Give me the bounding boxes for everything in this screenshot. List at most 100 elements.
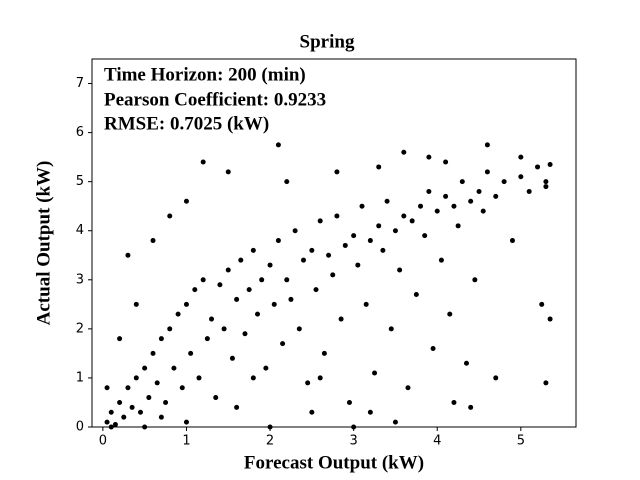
point — [376, 223, 382, 229]
axes-frame — [91, 58, 577, 428]
point — [367, 409, 373, 415]
point — [334, 213, 340, 219]
point — [142, 365, 148, 371]
point — [150, 350, 156, 356]
point — [183, 198, 189, 204]
point — [472, 277, 478, 283]
point — [309, 409, 315, 415]
point — [250, 375, 256, 381]
point — [367, 238, 373, 244]
point — [192, 287, 198, 293]
point — [204, 336, 210, 342]
point — [359, 203, 365, 209]
point — [292, 228, 298, 234]
point — [275, 142, 281, 148]
point — [547, 316, 553, 322]
point — [317, 375, 323, 381]
point — [125, 385, 131, 391]
point — [121, 414, 127, 420]
y-tick-label: 2 — [76, 321, 84, 336]
point — [238, 257, 244, 263]
point — [380, 247, 386, 253]
point — [221, 326, 227, 332]
y-axis-label: Actual Output (kW) — [33, 161, 54, 326]
x-tick-label: 2 — [266, 434, 274, 449]
point — [280, 341, 286, 347]
point — [455, 223, 461, 229]
point — [330, 272, 336, 278]
point — [117, 336, 123, 342]
x-tick-label: 0 — [99, 434, 107, 449]
annotation: RMSE: 0.7025 (kW) — [104, 113, 269, 134]
point — [167, 213, 173, 219]
point — [275, 238, 281, 244]
point — [183, 419, 189, 425]
point — [133, 301, 139, 307]
y-tick-label: 1 — [76, 370, 84, 385]
point — [129, 404, 135, 410]
point — [158, 414, 164, 420]
point — [443, 159, 449, 165]
point — [355, 262, 361, 268]
point — [443, 193, 449, 199]
point — [250, 247, 256, 253]
point — [372, 370, 378, 376]
point — [501, 179, 507, 185]
point — [133, 375, 139, 381]
point — [326, 252, 332, 258]
point — [271, 301, 277, 307]
point — [284, 179, 290, 185]
point — [213, 395, 219, 401]
point — [305, 380, 311, 386]
point — [334, 169, 340, 175]
point — [363, 301, 369, 307]
y-tick-label: 4 — [76, 223, 84, 238]
point — [242, 331, 248, 337]
point — [125, 252, 131, 258]
y-tick-label: 6 — [76, 125, 84, 140]
point — [255, 311, 261, 317]
point — [376, 164, 382, 170]
point — [117, 399, 123, 405]
point — [346, 399, 352, 405]
point — [342, 242, 348, 248]
annotation: Time Horizon: 200 (min) — [104, 64, 306, 85]
point — [426, 154, 432, 160]
point — [163, 399, 169, 405]
point — [146, 395, 152, 401]
point — [451, 203, 457, 209]
point — [384, 198, 390, 204]
point — [447, 311, 453, 317]
point — [476, 188, 482, 194]
point — [267, 262, 273, 268]
point — [543, 380, 549, 386]
point — [196, 375, 202, 381]
point — [392, 419, 398, 425]
point — [484, 142, 490, 148]
point — [167, 326, 173, 332]
point — [422, 233, 428, 239]
point — [234, 296, 240, 302]
point — [493, 375, 499, 381]
point — [137, 409, 143, 415]
point — [351, 233, 357, 239]
plot-area — [104, 142, 553, 430]
x-tick-label: 4 — [433, 434, 441, 449]
point — [284, 277, 290, 283]
point — [104, 419, 110, 425]
x-tick-label: 1 — [182, 434, 190, 449]
point — [397, 267, 403, 273]
point — [388, 326, 394, 332]
point — [200, 277, 206, 283]
point — [463, 360, 469, 366]
point — [150, 238, 156, 244]
point — [518, 174, 524, 180]
point — [526, 188, 532, 194]
x-tick-label: 5 — [517, 434, 525, 449]
point — [183, 301, 189, 307]
point — [321, 350, 327, 356]
point — [401, 213, 407, 219]
point — [263, 365, 269, 371]
